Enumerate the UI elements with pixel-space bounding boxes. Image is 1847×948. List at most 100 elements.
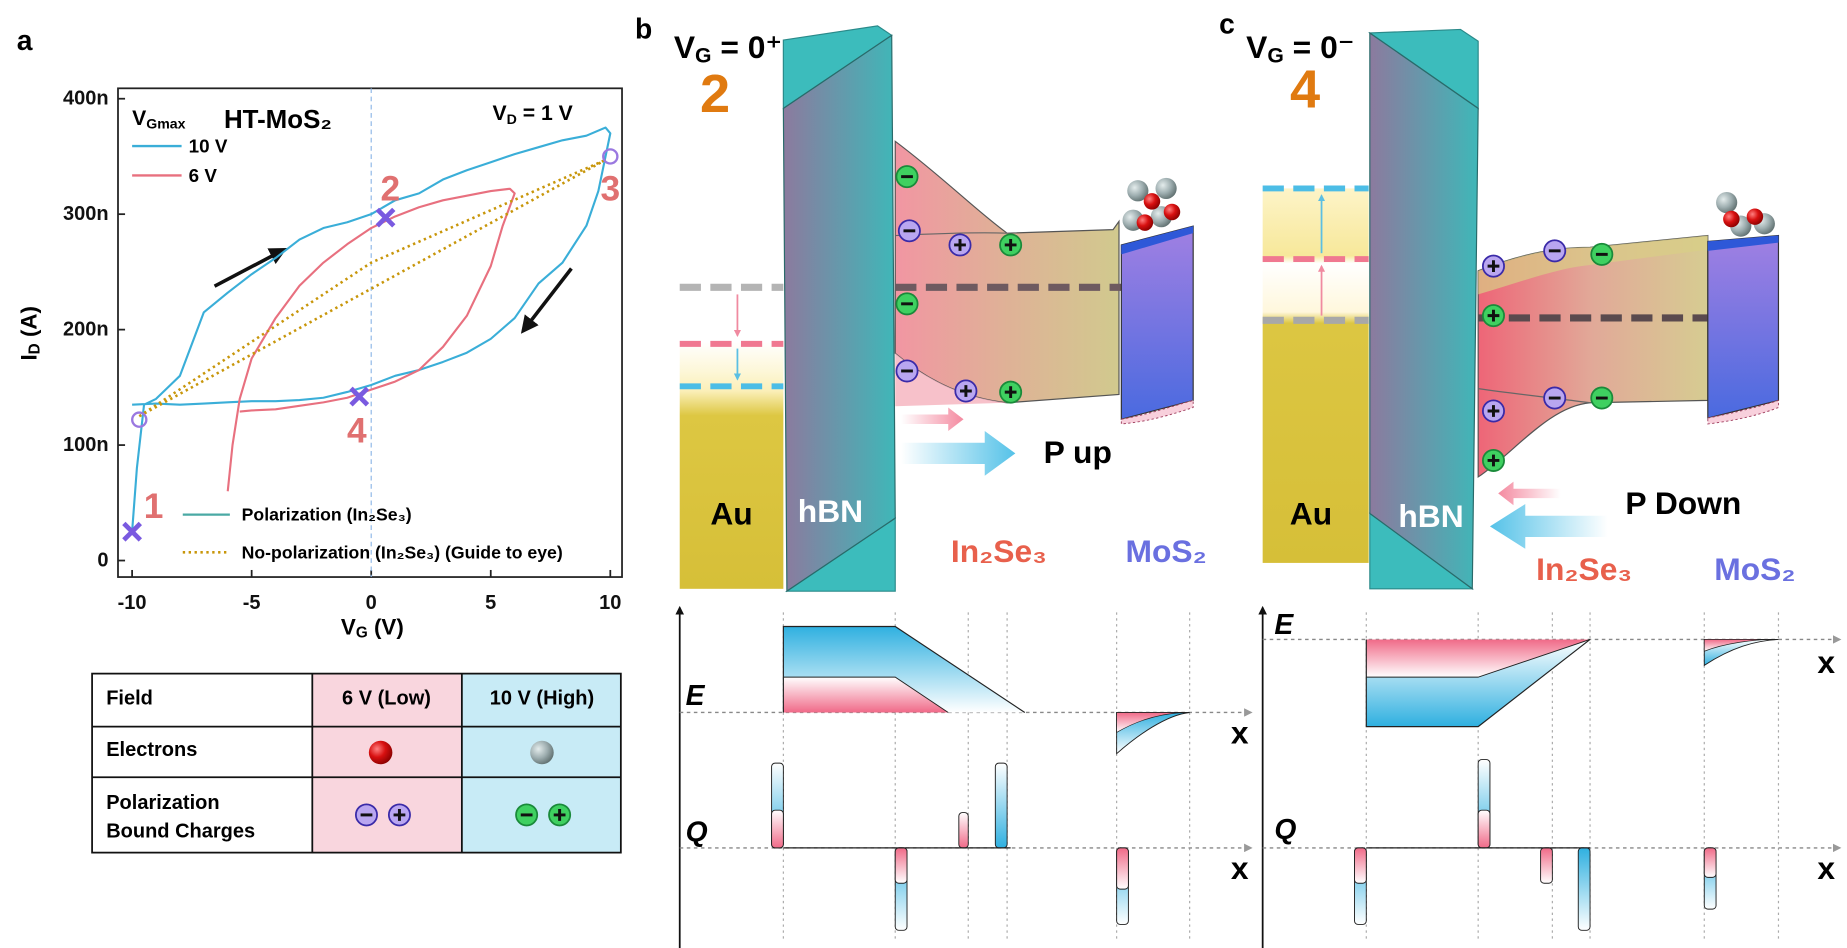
table-header: 10 V (High): [490, 687, 594, 709]
mos2-layer: [1707, 399, 1779, 425]
charge-symbol: [960, 385, 972, 397]
point-marker: [122, 521, 143, 542]
field-profile: [894, 847, 908, 884]
panel-label: a: [17, 24, 33, 56]
molecule: [1746, 208, 1764, 225]
legend-title: VGmax: [132, 106, 186, 131]
x-tick-label: 0: [366, 592, 377, 614]
charge-symbol: [1487, 309, 1500, 322]
table-header: 6 V (Low): [342, 687, 431, 709]
y-tick-label: 200n: [63, 319, 109, 341]
axis-label: E: [686, 679, 706, 711]
polarization-arrow: [901, 407, 964, 432]
bound-charge: [1481, 239, 1614, 472]
layer-label: In₂Se₃: [1536, 551, 1632, 587]
charge-icon: [354, 803, 572, 827]
charge-symbol: [1487, 260, 1500, 273]
energy-level: [679, 283, 784, 390]
molecule: [1723, 210, 1740, 228]
charge-symbol: [393, 809, 406, 821]
legend-label: Polarization (In₂Se₃): [242, 505, 412, 525]
ferro-band: [894, 140, 1120, 407]
row-label: Bound Charges: [106, 820, 255, 842]
legend-title: V: [132, 106, 146, 129]
gate-voltage: V: [674, 29, 695, 65]
mos2-layer: [1707, 234, 1780, 425]
hbn-layer: [783, 35, 896, 592]
x-tick-label: 5: [485, 592, 496, 614]
field-profile: [1116, 712, 1184, 734]
charge-symbol: [1004, 239, 1017, 251]
axis-label: E: [1274, 608, 1294, 640]
hbn-layer: [1368, 28, 1479, 590]
hbn-layer: [1369, 31, 1479, 590]
molecule: [1136, 214, 1154, 231]
annotation: VD = 1 V: [492, 102, 572, 127]
field-profile: [783, 677, 949, 713]
y-tick-label: 0: [97, 550, 108, 572]
polarization-arrow: [901, 407, 1016, 476]
mos2-layer: [1120, 399, 1194, 425]
polarization-arrow: [1498, 481, 1561, 506]
x-axis-label: V: [341, 614, 356, 639]
legend-label: 10 V: [189, 136, 228, 157]
bound-charge: [895, 165, 1023, 404]
field-profile: [771, 809, 784, 849]
gate-voltage: = 0⁺: [712, 29, 783, 65]
point-marker: [602, 148, 619, 165]
annotation: = 1 V: [517, 102, 573, 125]
band-diagram: [679, 25, 1196, 593]
field-profile: [1703, 639, 1773, 652]
ferro-band: [1478, 235, 1708, 295]
y-axis-label: D: [26, 343, 43, 354]
molecule: [1163, 203, 1181, 221]
y-tick-label: 400n: [63, 88, 109, 110]
charge-symbol: [1487, 454, 1500, 467]
field-profile: [1366, 639, 1591, 678]
layer-label: hBN: [1398, 498, 1463, 534]
data-line: [226, 187, 516, 492]
plot-frame: [117, 87, 623, 578]
molecule: [1716, 191, 1775, 237]
field-profile: [1703, 638, 1779, 667]
field-profile: [994, 762, 1008, 849]
field-profile: [958, 812, 969, 849]
gate-voltage: G: [695, 44, 711, 67]
molecule: [1716, 191, 1738, 214]
field-profile: [1365, 638, 1591, 728]
table-header: Field: [106, 687, 153, 709]
point-marker: [375, 207, 396, 228]
axis-label: Q: [1274, 813, 1296, 845]
field-profile: [1477, 809, 1491, 849]
row-label: Polarization: [106, 792, 219, 814]
axis-label: x: [1817, 850, 1835, 886]
row-label: Electrons: [106, 739, 197, 761]
trend-arrow: [520, 267, 573, 334]
y-axis-label: ID (A): [16, 306, 43, 361]
gate-voltage: G: [1267, 44, 1283, 67]
layer-label: hBN: [798, 493, 863, 529]
energy-level: [1262, 185, 1369, 324]
state-number: 4: [1290, 60, 1320, 120]
layer-label: MoS₂: [1125, 533, 1206, 569]
field-profile: [1116, 847, 1129, 890]
mos2-layer: [1707, 234, 1780, 419]
gold-layer: [679, 341, 784, 589]
molecule: [1122, 177, 1181, 231]
electron-icon: [530, 740, 554, 765]
trend-arrow: [213, 248, 288, 288]
polarization-label: P up: [1044, 434, 1112, 470]
chart-title: HT-MoS₂: [224, 106, 332, 134]
table-grid: [91, 672, 622, 854]
hbn-layer: [1369, 32, 1479, 589]
molecule: [1143, 193, 1161, 210]
gate-voltage: = 0⁻: [1284, 29, 1355, 65]
gold-layer: [1262, 188, 1369, 563]
point-label: 3: [600, 169, 620, 208]
gate-voltage: V: [1246, 29, 1267, 65]
hbn-layer: [782, 25, 896, 593]
point-marker: [349, 386, 370, 407]
field-profile: [782, 625, 1026, 713]
